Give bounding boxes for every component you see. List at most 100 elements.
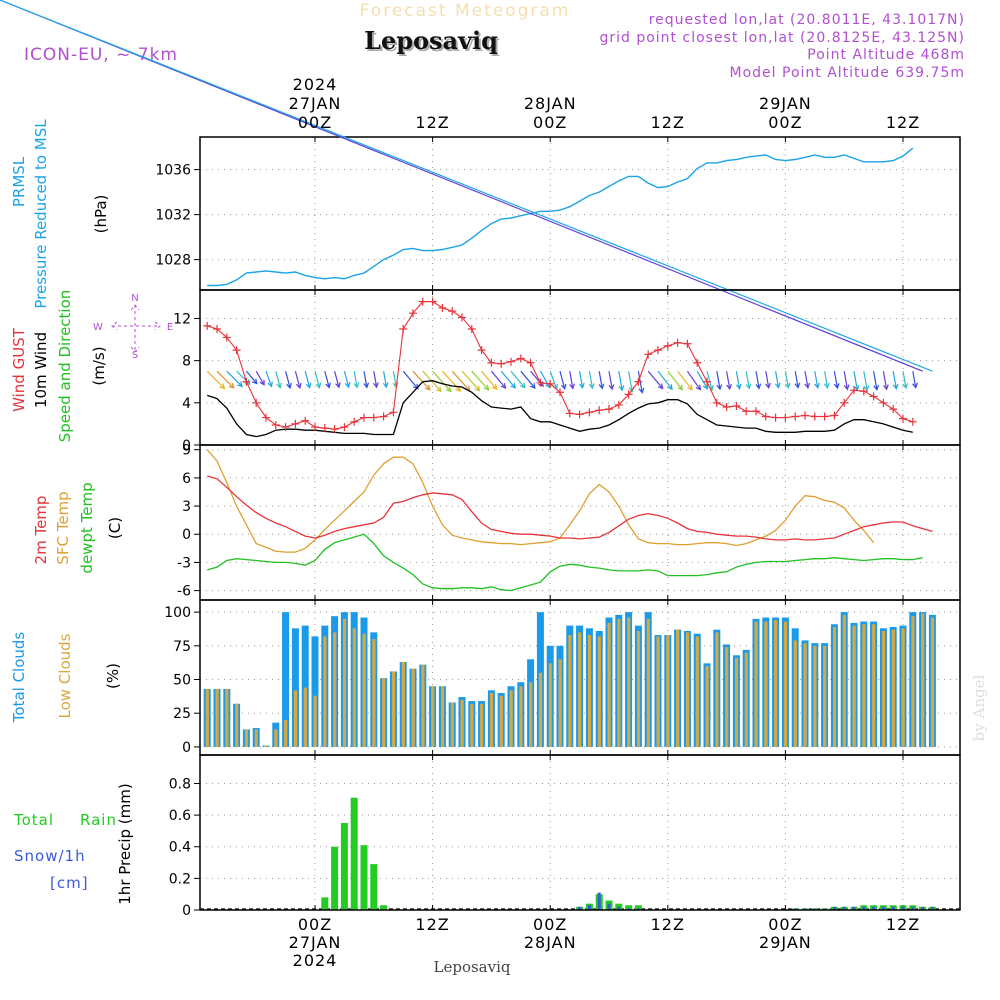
wind-arrow-head	[726, 383, 732, 391]
y-tick-label: 1028	[155, 253, 191, 269]
snow-bar	[636, 908, 640, 910]
wind-arrow	[824, 371, 829, 388]
gust-marker	[850, 386, 858, 395]
gust-marker	[761, 412, 770, 421]
wind-arrow	[598, 371, 603, 389]
gust-marker	[791, 412, 800, 421]
wind-arrow	[755, 371, 760, 389]
wind-arrow	[706, 371, 713, 390]
compass-north: N	[131, 293, 138, 304]
rain-bar	[380, 905, 388, 910]
wind-arrow-head	[344, 382, 351, 389]
low-cloud-bar	[519, 686, 523, 747]
legend-snow: Snow/1h	[14, 847, 86, 865]
snow-bar	[823, 908, 827, 910]
bottom-time-label: 12Z	[415, 915, 449, 934]
low-cloud-bar	[254, 729, 258, 747]
gust-marker	[340, 423, 349, 432]
y-tick-label: 50	[173, 673, 191, 689]
gust-marker	[242, 377, 251, 386]
gust-marker	[369, 413, 378, 422]
snow-bar	[832, 906, 836, 910]
top-time-label: 28JAN	[524, 94, 577, 113]
wind-arrow-head	[267, 381, 273, 388]
gust-marker	[595, 406, 604, 415]
gust-marker	[654, 346, 662, 355]
wind-arrow-head	[436, 386, 442, 393]
model-label: ICON-EU, ~ 7km	[24, 45, 178, 65]
low-cloud-bar	[313, 695, 317, 747]
gust-marker	[732, 401, 741, 410]
bottom-time-label: 27JAN	[289, 933, 342, 952]
wind-arrow-head	[500, 382, 507, 389]
pressure-label-long: Pressure Reduced to MSL	[32, 119, 50, 309]
y-tick-label: 1032	[155, 208, 191, 224]
gust-marker	[859, 387, 868, 396]
model-altitude: Model Point Altitude 639.75m	[730, 65, 965, 81]
panel-pressure: 1028 1032 1036	[155, 137, 960, 290]
wind-arrow	[500, 370, 516, 389]
low-cloud-bar	[627, 617, 631, 747]
wind-arrow-head	[618, 385, 625, 392]
low-clouds-label: Low Clouds	[56, 633, 74, 718]
y-tick-label: -6	[177, 584, 191, 600]
temp-unit: (C)	[106, 517, 124, 539]
panel-border	[199, 136, 961, 291]
watermark: by Angel	[970, 674, 988, 741]
wind-arrow	[912, 371, 917, 388]
wind-arrow	[461, 370, 480, 391]
gust-marker	[301, 416, 310, 425]
top-time-label: 2024	[293, 75, 338, 94]
wind-arrow	[392, 371, 397, 388]
gust-marker	[448, 307, 457, 316]
sfc-temp-label: SFC Temp	[54, 491, 72, 564]
rain-bar	[340, 823, 348, 910]
faded-title: Forecast Meteogram	[360, 1, 571, 21]
wind-arrow	[696, 370, 708, 390]
bottom-time-label: 28JAN	[524, 933, 577, 952]
wind-arrow	[667, 370, 683, 391]
wind-arrow	[294, 371, 301, 389]
wind-unit: (m/s)	[90, 346, 108, 385]
gust-marker	[771, 413, 780, 422]
legend-rain: Rain	[80, 811, 117, 829]
gust-marker	[399, 325, 408, 334]
gust-marker	[428, 297, 437, 306]
low-cloud-bar	[744, 652, 748, 747]
gust-label: Wind GUST	[10, 327, 28, 412]
low-cloud-bar	[372, 639, 376, 747]
gust-marker	[438, 303, 447, 312]
panel-precip: 0 0.2 0.4 0.6 0.8	[169, 755, 960, 919]
panel-border	[199, 289, 961, 446]
wind-arrow	[451, 370, 471, 392]
wind-arrow-head	[305, 382, 312, 389]
gust-marker	[673, 338, 682, 347]
low-cloud-bar	[803, 643, 807, 747]
snow-bar	[930, 906, 934, 910]
gust-marker	[820, 412, 829, 421]
gust-marker	[585, 408, 594, 417]
low-cloud-bar	[431, 686, 435, 747]
rain-bar	[634, 905, 642, 910]
gust-marker	[536, 378, 545, 387]
wind-arrow	[686, 370, 701, 391]
snow-bar	[607, 903, 611, 910]
bottom-time-label: 29JAN	[759, 933, 812, 952]
footer-location: Leposaviq	[434, 958, 511, 976]
wind-arrow-head	[363, 382, 370, 389]
wind-arrow	[657, 370, 673, 390]
gust-marker	[252, 398, 261, 407]
gust-marker	[624, 390, 633, 399]
wind-arrow	[441, 370, 461, 392]
snow-bar	[911, 906, 915, 910]
wind-arrow-head	[755, 383, 762, 390]
wind-arrow-head	[286, 382, 292, 390]
wind-arrow-head	[445, 386, 452, 393]
wind-arrow-head	[823, 382, 830, 390]
gust-marker	[389, 408, 398, 417]
gust-marker	[213, 325, 221, 334]
gust-marker	[222, 333, 231, 342]
top-time-label: 27JAN	[289, 94, 342, 113]
low-cloud-bar	[636, 631, 641, 747]
gust-marker	[742, 407, 751, 416]
